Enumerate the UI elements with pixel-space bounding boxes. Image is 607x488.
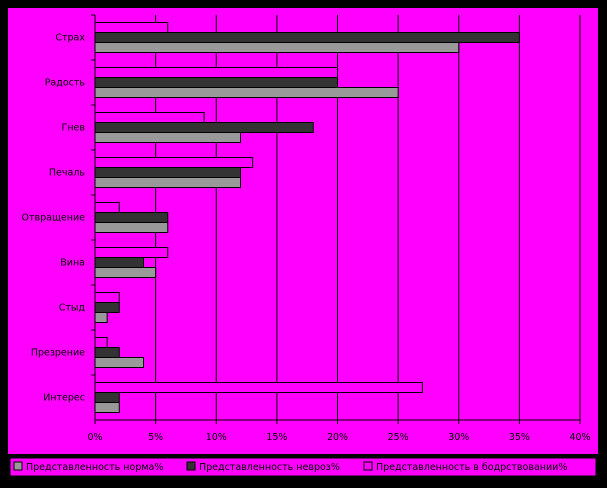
legend-label: Представленность норма%: [26, 462, 163, 473]
bar-1-5: [94, 222, 169, 233]
bar-3-1: [94, 22, 169, 33]
bar-3-7: [94, 292, 120, 303]
category-label: Гнев: [62, 123, 86, 134]
category-label: Отвращение: [22, 213, 86, 224]
bar-1-7: [94, 312, 108, 323]
bar-2-1: [94, 32, 520, 43]
bar-3-5: [94, 202, 120, 213]
bar-3-3: [94, 112, 205, 123]
bar-2-6: [94, 257, 144, 268]
x-tick-label: 10%: [206, 432, 227, 443]
bar-1-8: [94, 357, 144, 368]
chart-legend: Представленность норма% Представленность …: [9, 457, 597, 477]
bar-3-2: [94, 67, 338, 78]
x-tick-label: 15%: [266, 432, 287, 443]
category-label: Печаль: [49, 168, 85, 179]
bar-2-7: [94, 302, 120, 313]
category-label: Презрение: [31, 348, 85, 359]
bar-2-4: [94, 167, 241, 178]
x-tick-label: 40%: [569, 432, 590, 443]
bar-3-6: [94, 247, 169, 258]
bar-1-6: [94, 267, 157, 278]
legend-box: [9, 457, 597, 477]
legend-label: Представленность невроз%: [199, 462, 340, 473]
bar-3-9: [94, 382, 423, 393]
category-label: Стыд: [59, 303, 86, 314]
bar-2-2: [94, 77, 338, 88]
bar-3-8: [94, 337, 108, 348]
bar-2-8: [94, 347, 120, 358]
category-label: Вина: [60, 258, 85, 269]
legend-swatch: [363, 461, 373, 471]
x-tick-label: 35%: [509, 432, 530, 443]
bar-1-3: [94, 132, 241, 143]
bar-1-9: [94, 402, 120, 413]
legend-swatch: [13, 461, 23, 471]
category-label: Радость: [45, 78, 86, 89]
bar-1-4: [94, 177, 241, 188]
x-tick-label: 0%: [87, 432, 102, 443]
x-tick-label: 20%: [327, 432, 348, 443]
legend-label: Представленность в бодрствовании%: [376, 462, 567, 473]
bar-1-1: [94, 42, 460, 53]
bar-1-2: [94, 87, 399, 98]
legend-swatch: [186, 461, 196, 471]
x-tick-label: 25%: [388, 432, 409, 443]
bar-2-9: [94, 392, 120, 403]
category-label: Интерес: [43, 393, 85, 404]
x-tick-label: 5%: [148, 432, 163, 443]
x-tick-label: 30%: [448, 432, 469, 443]
bar-3-4: [94, 157, 254, 168]
category-label: Страх: [55, 33, 85, 44]
bar-2-3: [94, 122, 314, 133]
bar-2-5: [94, 212, 169, 223]
